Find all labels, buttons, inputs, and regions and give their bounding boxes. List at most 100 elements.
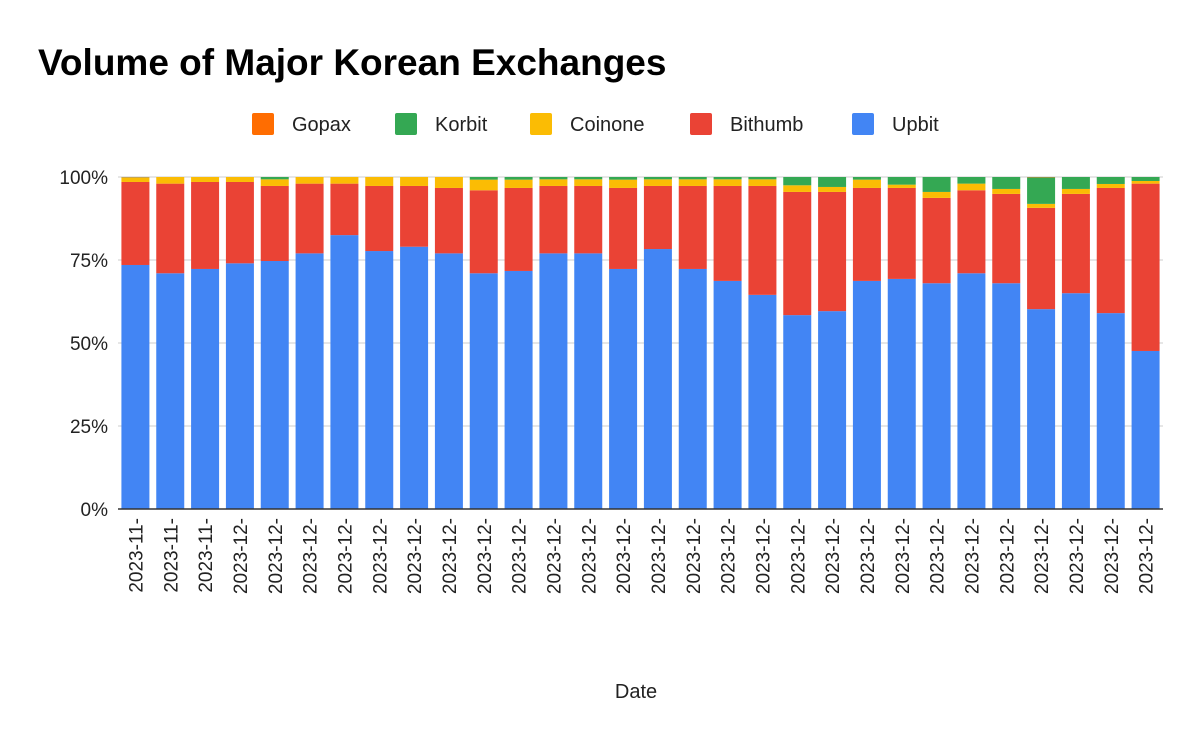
- bar-segment: [260, 177, 289, 180]
- bar-segment: [1131, 183, 1160, 351]
- bar-segment: [1096, 313, 1125, 509]
- bar-segment: [330, 235, 359, 509]
- x-tick-label: 2023-12-: [997, 518, 1018, 594]
- bar-segment: [225, 181, 254, 264]
- bar-segment: [469, 177, 498, 180]
- bar-segment: [887, 177, 916, 185]
- bar-segment: [1027, 207, 1056, 310]
- bar-segment: [852, 179, 881, 188]
- bar-segment: [1096, 177, 1125, 184]
- x-axis-label: Date: [615, 681, 657, 703]
- x-tick-label: 2023-12-: [614, 518, 635, 594]
- bar-segment: [539, 185, 568, 254]
- bar-segment: [783, 185, 812, 192]
- bar-segment: [818, 191, 847, 312]
- bar-segment: [191, 181, 220, 269]
- bar-segment: [922, 177, 951, 192]
- bar-segment: [1027, 203, 1056, 208]
- legend-label: Korbit: [435, 114, 488, 136]
- bar-segment: [748, 185, 777, 295]
- x-tick-label: 2023-12-: [579, 518, 600, 594]
- x-tick-label: 2023-12-: [301, 518, 322, 594]
- y-tick-label: 100%: [59, 168, 108, 189]
- bar-segment: [852, 280, 881, 509]
- bar-segment: [1027, 309, 1056, 509]
- bar-segment: [713, 280, 742, 509]
- y-tick-label: 50%: [70, 334, 108, 355]
- bar-segment: [1096, 183, 1125, 188]
- bar-segment: [434, 177, 463, 188]
- legend-label: Upbit: [892, 114, 939, 136]
- x-tick-label: 2023-12-: [405, 518, 426, 594]
- bar-segment: [643, 249, 672, 509]
- bar-segment: [1131, 180, 1160, 184]
- x-tick-label: 2023-12-: [962, 518, 983, 594]
- bar-segment: [191, 177, 220, 182]
- legend-swatch: [252, 113, 274, 135]
- x-tick-label: 2023-12-: [649, 518, 670, 594]
- x-tick-label: 2023-12-: [788, 518, 809, 594]
- bar-segment: [818, 311, 847, 509]
- bar-segment: [957, 177, 986, 184]
- legend-swatch: [852, 113, 874, 135]
- bar-segment: [678, 268, 707, 509]
- bar-segment: [504, 187, 533, 271]
- bar-segment: [609, 177, 638, 180]
- x-tick-label: 2023-12-: [893, 518, 914, 594]
- x-tick-label: 2023-12-: [684, 518, 705, 594]
- bar-segment: [957, 183, 986, 191]
- x-tick-label: 2023-12-: [719, 518, 740, 594]
- bar-segment: [574, 253, 603, 509]
- bar-segment: [609, 187, 638, 269]
- bar-segment: [1061, 188, 1090, 194]
- legend-swatch: [530, 113, 552, 135]
- bar-segment: [748, 294, 777, 509]
- bar-segment: [992, 283, 1021, 509]
- bar-segment: [818, 186, 847, 192]
- bar-segment: [504, 177, 533, 180]
- bar-segment: [992, 188, 1021, 194]
- bar-segment: [783, 191, 812, 316]
- bar-segment: [156, 273, 185, 509]
- bar-segment: [748, 177, 777, 180]
- bar-segment: [504, 270, 533, 509]
- bar-segment: [1131, 350, 1160, 509]
- bar-segment: [748, 179, 777, 186]
- bar-segment: [400, 185, 429, 247]
- x-tick-label: 2023-12-: [370, 518, 391, 594]
- bar-segment: [852, 187, 881, 281]
- x-tick-label: 2023-11-: [196, 518, 217, 593]
- bar-segment: [156, 177, 185, 184]
- bar-segment: [957, 190, 986, 274]
- bar-segment: [434, 253, 463, 509]
- bar-segment: [121, 264, 150, 509]
- chart-title: Volume of Major Korean Exchanges: [38, 42, 666, 83]
- y-tick-label: 0%: [81, 500, 109, 521]
- x-tick-label: 2023-12-: [440, 518, 461, 594]
- bar-segment: [643, 177, 672, 180]
- x-tick-label: 2023-12-: [753, 518, 774, 594]
- bar-segment: [295, 253, 324, 509]
- bar-segment: [1131, 177, 1160, 181]
- x-tick-label: 2023-11-: [161, 518, 182, 593]
- bar-segment: [957, 273, 986, 509]
- bar-segment: [992, 177, 1021, 189]
- bar-segment: [156, 183, 185, 274]
- x-tick-label: 2023-12-: [544, 518, 565, 594]
- bar-segment: [191, 268, 220, 509]
- bar-segment: [330, 177, 359, 184]
- bar-segment: [295, 177, 324, 184]
- bar-segment: [469, 273, 498, 509]
- x-tick-label: 2023-12-: [1032, 518, 1053, 594]
- bar-segment: [887, 184, 916, 188]
- x-tick-label: 2023-12-: [231, 518, 252, 594]
- x-tick-label: 2023-12-: [823, 518, 844, 594]
- legend-label: Coinone: [570, 114, 645, 136]
- bar-segment: [295, 183, 324, 254]
- bar-segment: [365, 251, 394, 509]
- legend-swatch: [395, 113, 417, 135]
- bar-segment: [887, 187, 916, 279]
- bar-segment: [260, 260, 289, 509]
- bar-segment: [504, 179, 533, 188]
